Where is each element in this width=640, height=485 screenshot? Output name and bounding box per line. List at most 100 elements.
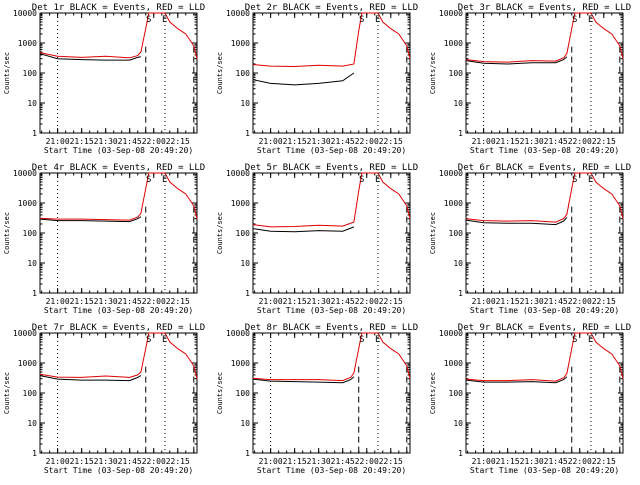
x-tick-label: 21:45 [331,297,355,306]
x-tick-label: 21:00 [259,137,283,146]
y-tick-label: 10000 [439,169,463,178]
y-tick-label: 10 [27,99,37,108]
y-tick-label: 10 [453,99,463,108]
x-tick-label: 21:45 [544,297,568,306]
y-tick-label: 10000 [439,9,463,18]
events-series-line [252,376,355,384]
x-tick-label: 22:00 [355,457,379,466]
x-tick-label: 21:15 [496,457,520,466]
y-tick-label: 10000 [13,169,37,178]
x-tick-label: 22:00 [568,137,592,146]
top-marker-letter: S [572,15,577,25]
x-tick-label: 21:15 [283,137,307,146]
events-series-line [39,53,142,61]
y-tick-label: 1 [32,289,37,298]
x-tick-label: 22:15 [379,137,403,146]
x-axis-label: Start Time (03-Sep-08 20:49:20) [470,466,619,475]
lld-series-line [39,12,198,59]
events-series-line [39,375,142,382]
x-tick-label: 21:00 [46,137,70,146]
y-tick-label: 1 [458,449,463,458]
top-marker-letter: E [588,15,593,25]
top-marker-letter: E [375,15,380,25]
y-tick-label: 100 [236,229,251,238]
x-axis-label: Start Time (03-Sep-08 20:49:20) [257,306,406,315]
panel-title: Det 6r BLACK = Events, RED = LLD [458,163,631,173]
y-tick-label: 1000 [18,359,37,368]
plot-frame [465,172,624,294]
x-tick-label: 21:45 [118,457,142,466]
x-tick-label: 22:15 [379,457,403,466]
y-tick-label: 1 [458,289,463,298]
top-marker-letter: E [162,175,167,185]
panel-3: Det 3r BLACK = Events, RED = LLD 1 10 100 10… [429,3,631,155]
panel-6: Det 6r BLACK = Events, RED = LLD 1 10 100 10… [429,163,631,315]
panel-title: Det 8r BLACK = Events, RED = LLD [245,323,418,333]
events-series-line [252,226,355,233]
top-marker-letter: E [375,335,380,345]
x-tick-label: 21:00 [472,137,496,146]
plot-frame [465,12,624,134]
x-tick-label: 21:15 [70,297,94,306]
x-tick-label: 21:00 [472,297,496,306]
panel-title: Det 9r BLACK = Events, RED = LLD [458,323,631,333]
x-tick-label: 22:15 [166,297,190,306]
panel-title: Det 3r BLACK = Events, RED = LLD [458,3,631,13]
x-tick-label: 21:45 [544,137,568,146]
panel-title: Det 2r BLACK = Events, RED = LLD [245,3,418,13]
x-tick-label: 21:30 [307,297,331,306]
events-series-line [465,376,568,384]
top-marker-letter: E [162,15,167,25]
y-tick-label: 10000 [439,329,463,338]
lld-series-line [465,12,624,63]
x-tick-label: 21:45 [331,457,355,466]
x-tick-label: 22:00 [142,137,166,146]
top-marker-letter: S [146,175,151,185]
x-tick-label: 21:00 [46,297,70,306]
y-tick-label: 10000 [13,9,37,18]
x-tick-label: 21:00 [46,457,70,466]
y-tick-label: 10 [240,419,250,428]
y-tick-label: 1 [32,449,37,458]
top-marker-letter: E [162,335,167,345]
y-tick-label: 100 [23,229,38,238]
plot-frame [465,332,624,454]
y-tick-label: 100 [449,389,464,398]
y-axis-label: Counts/sec [216,212,224,254]
y-axis-label: Counts/sec [3,52,11,94]
x-tick-label: 21:15 [496,297,520,306]
y-tick-label: 1000 [231,39,250,48]
y-axis-label: Counts/sec [429,52,437,94]
lld-series-line [252,332,411,382]
x-tick-label: 21:45 [544,457,568,466]
y-tick-label: 10000 [226,9,250,18]
plot-frame [39,332,198,454]
lld-series-line [39,172,198,221]
y-tick-label: 1 [245,449,250,458]
y-axis-label: Counts/sec [3,212,11,254]
y-tick-label: 10 [27,259,37,268]
plot-frame [39,172,198,294]
x-tick-label: 21:00 [472,457,496,466]
x-axis-label: Start Time (03-Sep-08 20:49:20) [257,466,406,475]
x-tick-label: 21:30 [94,457,118,466]
events-series-line [465,56,568,65]
y-tick-label: 10 [240,99,250,108]
panel-5: Det 5r BLACK = Events, RED = LLD 1 10 100 10… [216,163,418,315]
y-tick-label: 10 [240,259,250,268]
y-tick-label: 100 [449,69,464,78]
x-tick-label: 21:30 [94,137,118,146]
events-series-line [465,217,568,226]
y-tick-label: 100 [449,229,464,238]
panel-title: Det 5r BLACK = Events, RED = LLD [245,163,418,173]
y-tick-label: 1000 [18,39,37,48]
top-marker-letter: S [359,15,364,25]
x-tick-label: 22:15 [166,457,190,466]
y-tick-label: 1 [32,129,37,138]
lld-series-line [252,12,411,68]
lld-series-line [465,332,624,382]
x-tick-label: 21:30 [94,297,118,306]
panel-4: Det 4r BLACK = Events, RED = LLD 1 10 100 10… [3,163,205,315]
y-tick-label: 1000 [444,39,463,48]
y-tick-label: 10 [453,259,463,268]
